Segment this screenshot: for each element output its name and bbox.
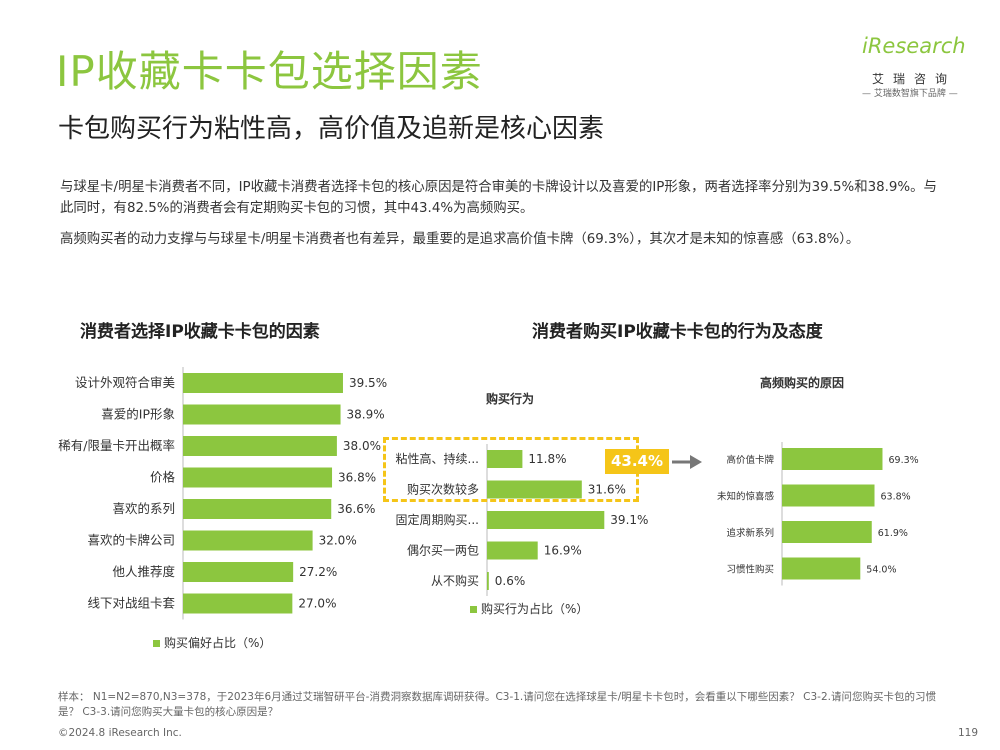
reason-value-label: 54.0% [866,565,896,576]
factor-category-label: 设计外观符合审美 [75,375,175,390]
reason-value-label: 61.9% [878,528,908,539]
callout-arrow-head [690,455,702,469]
factor-bar [183,562,294,582]
factor-bar [183,373,343,393]
reason-value-label: 63.8% [881,492,911,503]
factor-value-label: 36.6% [337,502,375,516]
intro-paragraph-2: 高频购买者的动力支撑与与球星卡/明星卡消费者也有差异，最重要的是追求高价值卡牌（… [60,232,860,247]
behavior-category-label: 偶尔买一两包 [407,543,479,558]
page-title: IP收藏卡卡包选择因素 [56,47,483,96]
page-subtitle: 卡包购买行为粘性高，高价值及追新是核心因素 [58,114,605,144]
behavior-value-label: 11.8% [528,452,566,466]
reason-bar [782,521,872,543]
reason-bar [782,557,861,580]
behavior-category-label: 固定周期购买... [396,512,479,527]
behavior-value-label: 0.6% [495,574,526,588]
factor-value-label: 38.9% [347,408,385,422]
behavior-bar [487,511,605,529]
behavior-legend-swatch [470,606,477,613]
reasons-subtitle: 高频购买的原因 [760,375,844,390]
reason-bar [782,484,875,507]
factor-bar [183,467,333,488]
behavior-value-label: 16.9% [544,544,582,558]
footnote: 样本： N1=N2=870,N3=378，于2023年6月通过艾瑞智研平台-消费… [58,691,936,718]
factor-category-label: 稀有/限量卡开出概率 [58,438,175,453]
factor-bar [183,404,341,425]
reason-category-label: 高价值卡牌 [726,454,774,466]
factor-value-label: 39.5% [349,376,387,390]
behavior-category-label: 从不购买 [431,573,479,588]
behavior-category-label: 购买次数较多 [407,482,479,497]
reason-value-label: 69.3% [888,455,918,466]
factor-category-label: 线下对战组卡套 [87,596,175,611]
highlight-dash-box [383,437,639,502]
behavior-category-label: 粘性高、持续... [396,451,479,466]
charts-canvas: 设计外观符合审美 39.5% 喜爱的IP形象 38.9% 稀有/限量卡开出概率 38.0%… [58,367,919,650]
page-number: 119 [958,727,979,739]
factor-value-label: 36.8% [338,471,376,485]
behavior-bar [487,450,523,468]
factor-bar [183,593,293,614]
behavior-value-label: 31.6% [588,483,626,497]
factor-legend-swatch [153,640,160,647]
factor-category-label: 喜欢的系列 [112,501,175,516]
factor-category-label: 他人推荐度 [112,564,175,579]
logo-cn: 艾瑞咨询 [872,72,957,86]
factor-bar [183,436,337,456]
factor-legend-label: 购买偏好占比（%） [164,635,271,650]
behavior-bar [487,572,489,590]
reason-bar [782,448,883,470]
behavior-bar [487,480,582,499]
factor-bar [183,499,332,519]
reason-category-label: 未知的惊喜感 [717,491,775,503]
factor-category-label: 喜欢的卡牌公司 [87,533,175,548]
right-panel-title: 消费者购买IP收藏卡卡包的行为及态度 [532,322,823,342]
logo-tagline: — 艾瑞数智旗下品牌 — [862,89,958,99]
factor-category-label: 喜爱的IP形象 [101,407,175,422]
factor-value-label: 27.2% [299,565,337,579]
factor-bar [183,530,313,551]
factor-category-label: 价格 [150,470,176,485]
iresearch-logo: iResearch 艾瑞咨询 — 艾瑞数智旗下品牌 — [862,34,972,99]
left-panel-title: 消费者选择IP收藏卡卡包的因素 [80,322,320,342]
factor-value-label: 38.0% [343,439,381,453]
behavior-value-label: 39.1% [610,513,648,527]
behavior-subtitle: 购买行为 [486,391,534,406]
factor-value-label: 32.0% [319,534,357,548]
behavior-legend-label: 购买行为占比（%） [481,601,588,616]
copyright: ©2024.8 iResearch Inc. [58,727,182,739]
logo-brand: iResearch [862,34,966,58]
reason-category-label: 习惯性购买 [726,564,774,576]
behavior-bar [487,541,538,560]
reason-category-label: 追求新系列 [726,527,774,539]
high-frequency-callout: 43.4% [605,449,669,474]
intro-paragraph-1: 与球星卡/明星卡消费者不同，IP收藏卡消费者选择卡包的核心原因是符合审美的卡牌设… [60,180,937,216]
factor-value-label: 27.0% [298,597,336,611]
